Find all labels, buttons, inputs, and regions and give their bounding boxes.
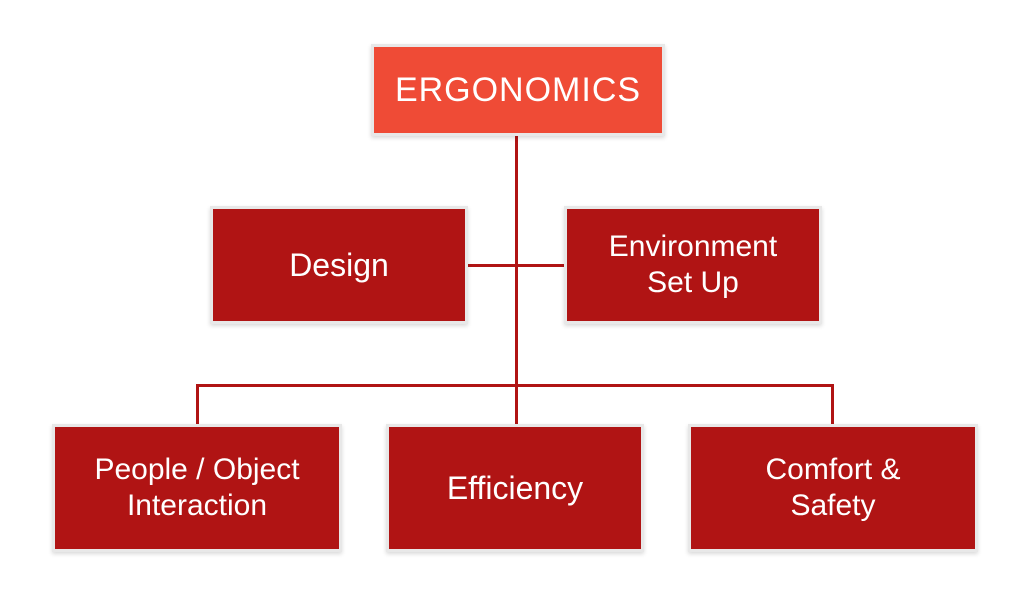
connector-3 <box>196 384 199 424</box>
connector-0 <box>515 136 518 424</box>
node-root: ERGONOMICS <box>371 44 665 136</box>
node-comfort: Comfort & Safety <box>688 424 978 552</box>
node-label-design: Design <box>289 246 389 284</box>
node-label-comfort: Comfort & Safety <box>765 452 900 524</box>
node-efficiency: Efficiency <box>386 424 644 552</box>
node-label-efficiency: Efficiency <box>447 469 583 507</box>
connector-1 <box>468 264 564 267</box>
node-label-env: Environment Set Up <box>609 229 777 301</box>
node-label-root: ERGONOMICS <box>395 70 641 111</box>
node-env: Environment Set Up <box>564 206 822 324</box>
node-label-people: People / Object Interaction <box>94 452 299 524</box>
node-design: Design <box>210 206 468 324</box>
connector-2 <box>196 384 834 387</box>
connector-4 <box>831 384 834 424</box>
node-people: People / Object Interaction <box>52 424 342 552</box>
